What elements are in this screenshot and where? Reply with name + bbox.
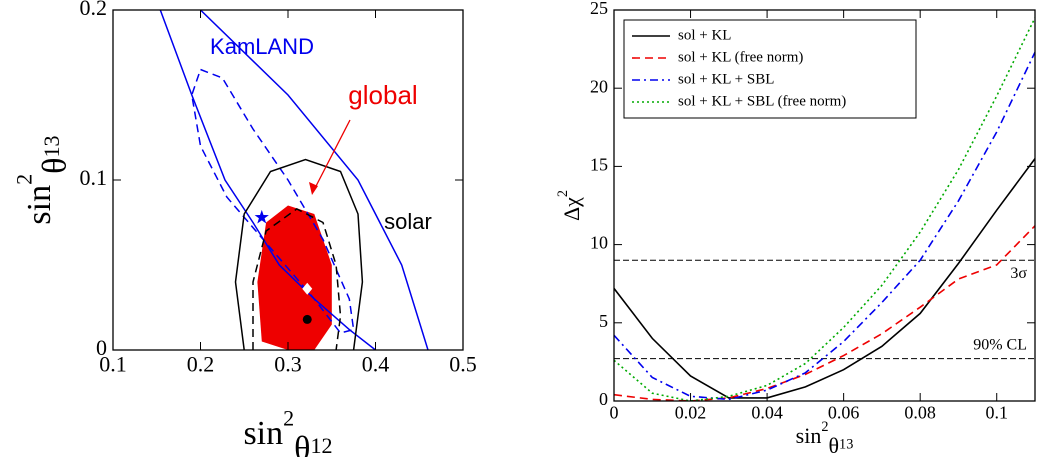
annotation: global [348,80,417,110]
axis-label-part: θ [294,430,310,457]
axis-label: sin2θ12 [243,406,332,457]
plot-area [159,10,429,350]
arrow-head [309,182,318,195]
contour [159,10,429,350]
region [257,205,332,350]
reference-label: 3σ [1010,265,1027,282]
x-tick-label: 0.08 [904,403,936,423]
axis-label-part: 13 [839,437,853,453]
annotation: solar [384,209,432,234]
legend-label: sol + KL + SBL [678,71,774,87]
y-tick-label: 10 [590,233,608,253]
axis-label-part: 2 [821,419,828,435]
y-tick-label: 0 [96,335,107,360]
arrow [313,119,351,191]
x-tick-label: 0.4 [362,352,390,377]
axis-label-part: 13 [39,135,64,157]
diamond-marker [302,282,313,295]
x-tick-label: 0.06 [828,403,860,423]
axis-label-part: sin [21,185,58,225]
legend-label: sol + KL (free norm) [678,49,803,65]
x-tick-label: 0.3 [274,352,302,377]
x-tick-label: 0.2 [187,352,215,377]
contour [252,208,342,350]
curve [614,225,1035,401]
x-tick-label: 0.5 [449,352,477,377]
axis-label: Δχ2 [555,190,584,221]
reference-label: 90% CL [973,336,1027,353]
annotation: KamLAND [210,34,314,59]
axis-label-part: θ [829,433,840,457]
axis-label-part: Δχ [559,197,584,221]
x-tick-label: 0.1 [985,403,1008,423]
axis-label-part: 2 [555,190,571,197]
y-tick-label: 0.1 [80,165,108,190]
y-tick-label: 0 [599,389,608,409]
curve [614,51,1035,401]
axis-label-part: θ [36,158,73,174]
axis-label: sin2θ13 [12,135,73,224]
contour [234,158,364,350]
x-tick-label: 0.1 [99,352,127,377]
legend-box [623,19,917,119]
y-tick-label: 15 [590,155,608,175]
curve [614,158,1035,399]
x-tick-label: 0.04 [751,403,783,423]
legend-label: sol + KL [678,27,731,43]
axis-label-part: sin [243,415,283,452]
axis-label: sin2θ13 [796,419,854,457]
axis-label-part: sin [796,423,822,448]
y-tick-label: 20 [590,76,608,96]
x-tick-label: 0.02 [675,403,707,423]
dot-marker [302,314,312,324]
y-tick-label: 25 [590,0,608,18]
axis-label-part: 2 [12,174,37,185]
legend-label: sol + KL + SBL (free norm) [678,93,846,109]
contour [191,68,355,334]
star-marker [254,209,269,224]
x-tick-label: 0 [610,403,619,423]
y-tick-label: 0.2 [80,0,108,20]
y-tick-label: 5 [599,311,608,331]
axis-label-part: 12 [310,433,332,457]
axis-label-part: 2 [283,406,294,431]
plot-frame [613,9,1036,402]
